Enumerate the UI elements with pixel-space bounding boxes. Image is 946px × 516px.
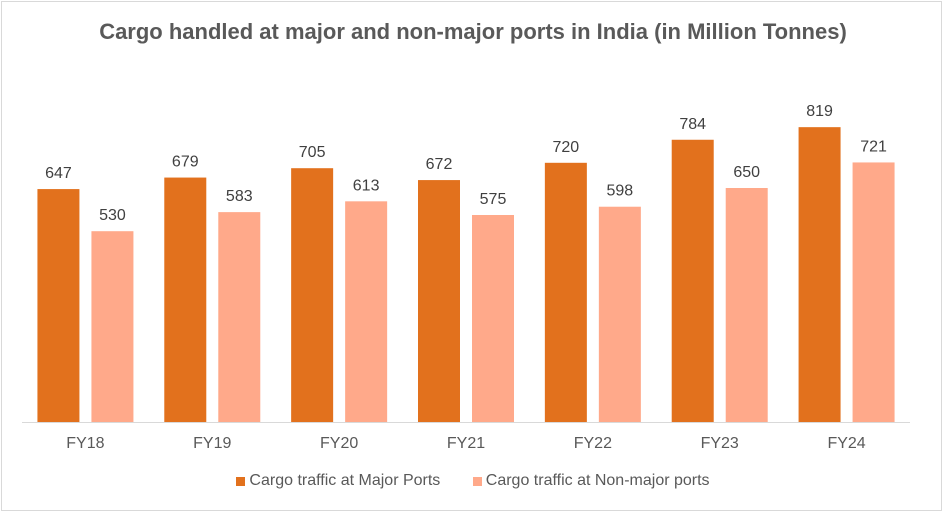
x-tick-label: FY19 (193, 435, 231, 452)
data-label: 705 (299, 144, 326, 161)
bar-non-major-FY21 (472, 215, 514, 422)
bar-non-major-FY23 (725, 188, 768, 422)
data-label: 613 (353, 177, 380, 194)
data-label: 583 (226, 188, 253, 205)
data-label: 647 (45, 165, 72, 182)
x-tick-label: FY20 (320, 435, 358, 452)
x-tick-label: FY22 (574, 435, 612, 452)
legend-swatch-major (236, 476, 246, 486)
data-label: 598 (607, 183, 634, 200)
legend-item-major: Cargo traffic at Major Ports (236, 472, 440, 490)
legend: Cargo traffic at Major Ports Cargo traff… (0, 472, 946, 491)
bar-major-FY20 (291, 168, 334, 422)
legend-label-non-major: Cargo traffic at Non-major ports (485, 472, 710, 489)
bar-major-FY23 (671, 139, 714, 422)
bar-non-major-FY19 (218, 212, 261, 422)
bar-major-FY21 (418, 180, 460, 422)
x-tick-label: FY23 (701, 435, 739, 452)
data-label: 679 (172, 154, 199, 171)
data-label: 819 (806, 103, 833, 120)
data-label: 650 (733, 164, 760, 181)
data-label: 784 (679, 116, 706, 133)
bar-non-major-FY20 (345, 201, 388, 422)
bar-non-major-FY18 (91, 231, 134, 422)
data-label: 672 (426, 156, 453, 173)
legend-label-major: Cargo traffic at Major Ports (249, 472, 441, 489)
x-tick-label: FY18 (66, 435, 104, 452)
x-tick-label: FY21 (447, 435, 485, 452)
bar-major-FY18 (37, 189, 80, 422)
chart-title: Cargo handled at major and non-major por… (99, 19, 847, 44)
data-label: 721 (860, 138, 887, 155)
data-label: 575 (480, 191, 507, 208)
bar-non-major-FY24 (852, 162, 895, 422)
legend-swatch-non-major (472, 476, 482, 486)
bar-major-FY19 (164, 177, 207, 422)
bar-non-major-FY22 (598, 206, 641, 422)
x-tick-label: FY24 (827, 435, 865, 452)
legend-item-non-major: Cargo traffic at Non-major ports (472, 472, 710, 490)
data-label: 530 (99, 207, 126, 224)
bar-major-FY24 (798, 127, 841, 422)
bar-major-FY22 (544, 162, 587, 423)
data-label: 720 (553, 139, 580, 156)
